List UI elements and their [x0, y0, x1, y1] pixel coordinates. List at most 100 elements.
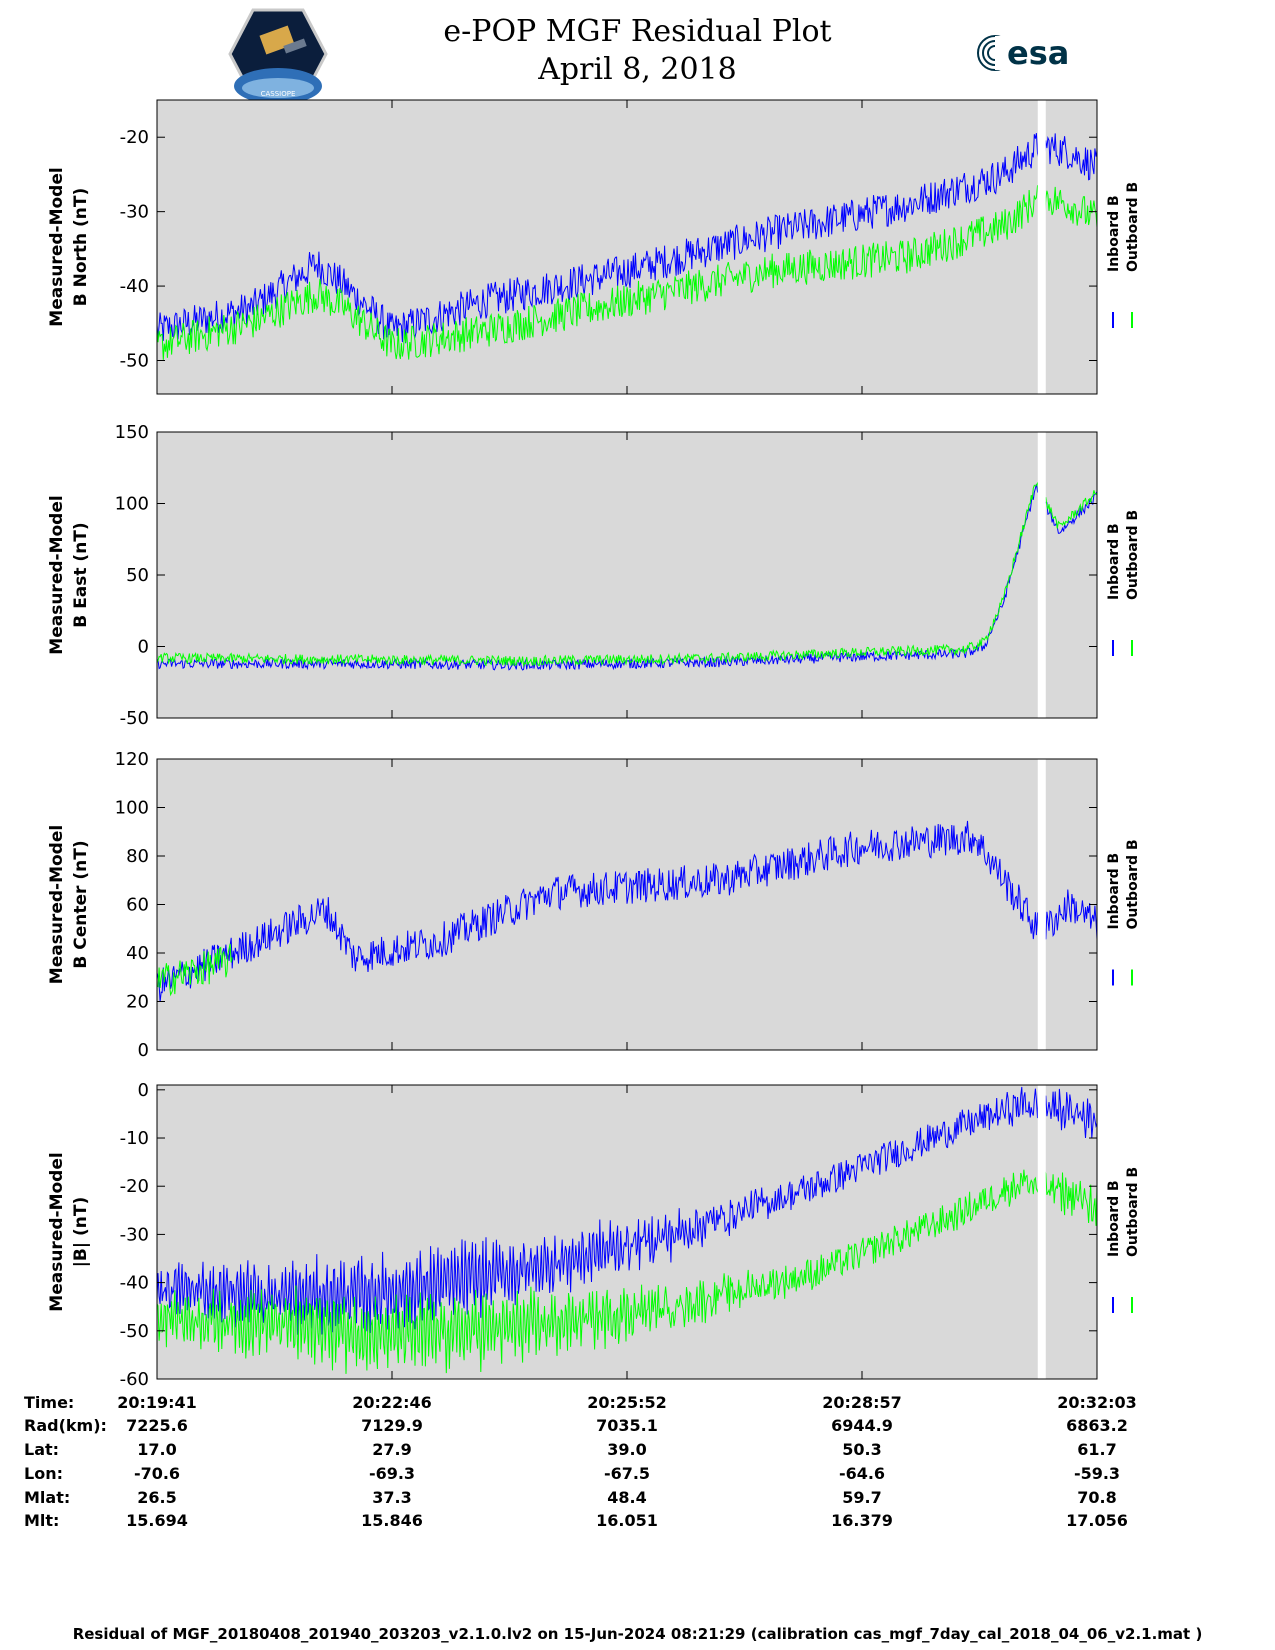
panel-2: -50 0 50 100 150 Measured-Model B East (nT) Inb…	[47, 422, 1141, 729]
y-tick-label: 100	[115, 798, 149, 819]
info-cell: 6863.2	[1066, 1416, 1128, 1435]
info-cell: 26.5	[137, 1488, 177, 1507]
y-tick-label: 0	[138, 1040, 149, 1061]
series-line-outboard	[156, 481, 1098, 668]
info-cell: 50.3	[842, 1440, 882, 1459]
series-line-inboard	[156, 820, 1098, 1003]
info-cell: 16.379	[831, 1511, 893, 1530]
series-line-inboard	[156, 1086, 1098, 1335]
x-tick-time-label: 20:28:57	[822, 1393, 902, 1412]
y-tick-label: -50	[120, 351, 149, 372]
info-cell: -70.6	[133, 1464, 181, 1483]
info-row-label: Mlat:	[24, 1488, 71, 1507]
data-gap-band	[1037, 759, 1046, 1050]
page-title: e-POP MGF Residual Plot	[443, 14, 832, 49]
plot-area	[157, 759, 1097, 1050]
info-cell: 7035.1	[596, 1416, 658, 1435]
info-cell: -67.5	[603, 1464, 651, 1483]
series-line-outboard	[156, 179, 1098, 360]
y-tick-label: -30	[120, 1224, 149, 1245]
legend-outboard-label: Outboard B	[1125, 1167, 1141, 1257]
y-tick-label: -20	[120, 127, 149, 148]
y-tick-label: 0	[138, 1080, 149, 1101]
y-tick-label: 50	[126, 565, 149, 586]
plot-area	[157, 432, 1097, 718]
x-tick-time-label: 20:32:03	[1057, 1393, 1137, 1412]
y-axis-label: Measured-Model	[47, 167, 67, 326]
y-tick-label: -60	[120, 1369, 149, 1390]
info-cell: 27.9	[372, 1440, 412, 1459]
y-tick-label: 100	[115, 494, 149, 515]
y-tick-label: -30	[120, 202, 149, 223]
y-axis-label: B North (nT)	[71, 188, 91, 307]
page-subtitle: April 8, 2018	[538, 52, 737, 87]
info-cell: 17.056	[1066, 1511, 1128, 1530]
data-gap-band	[1037, 1085, 1046, 1379]
logo-badge-text: CASSIOPE	[261, 90, 296, 98]
info-cell: 59.7	[842, 1488, 882, 1507]
info-cell: -64.6	[838, 1464, 886, 1483]
info-cell: 6944.9	[831, 1416, 893, 1435]
legend-inboard-label: Inboard B	[1106, 1180, 1122, 1257]
esa-logo-text: esa	[1007, 34, 1069, 72]
info-cell: 39.0	[607, 1440, 647, 1459]
plot-area	[157, 100, 1097, 394]
footer-caption: Residual of MGF_20180408_201940_203203_v…	[72, 1625, 1203, 1643]
info-cell: 15.694	[126, 1511, 188, 1530]
info-cell: 70.8	[1077, 1488, 1117, 1507]
series-line-outboard	[156, 1169, 1098, 1374]
cassiope-logo: CASSIOPE	[228, 8, 328, 100]
series-line-inboard	[156, 128, 1098, 344]
data-gap-band	[1037, 100, 1046, 394]
x-tick-time-label: 20:25:52	[587, 1393, 667, 1412]
legend-outboard-label: Outboard B	[1125, 182, 1141, 272]
y-tick-label: -10	[120, 1128, 149, 1149]
info-row-label: Mlt:	[24, 1511, 60, 1530]
y-tick-label: 150	[115, 422, 149, 443]
legend-inboard-label: Inboard B	[1106, 195, 1122, 272]
data-gap-band	[1037, 432, 1046, 718]
y-tick-label: 120	[115, 749, 149, 770]
legend-inboard-label: Inboard B	[1106, 853, 1122, 930]
y-axis-label: |B| (nT)	[71, 1197, 91, 1268]
y-tick-label: -20	[120, 1176, 149, 1197]
esa-logo: esa	[977, 34, 1069, 72]
info-row-label: Time:	[24, 1393, 75, 1412]
info-cell: 15.846	[361, 1511, 423, 1530]
legend-inboard-label: Inboard B	[1106, 523, 1122, 600]
info-cell: 7129.9	[361, 1416, 423, 1435]
panel-4: -60 -50 -40 -30 -20 -10 0 Measured-Model |B| (nT…	[47, 1080, 1141, 1390]
info-row-label: Lat:	[24, 1440, 60, 1459]
y-tick-label: 60	[126, 895, 149, 916]
info-row-label: Lon:	[24, 1464, 63, 1483]
y-axis-label: Measured-Model	[47, 1152, 67, 1311]
info-cell: 7225.6	[126, 1416, 188, 1435]
info-cell: 48.4	[607, 1488, 647, 1507]
panel-3: 0 20 40 60 80 100 120 Measured-Model B Center (n…	[47, 749, 1141, 1061]
y-tick-label: -40	[120, 276, 149, 297]
y-tick-label: 0	[138, 637, 149, 658]
legend-outboard-label: Outboard B	[1125, 510, 1141, 600]
y-axis-label: Measured-Model	[47, 495, 67, 654]
y-tick-label: 20	[126, 992, 149, 1013]
y-tick-label: -50	[120, 708, 149, 729]
y-axis-label: Measured-Model	[47, 825, 67, 984]
x-tick-time-label: 20:19:41	[117, 1393, 197, 1412]
y-axis-label: B East (nT)	[71, 522, 91, 627]
y-axis-label: B Center (nT)	[71, 840, 91, 968]
y-tick-label: 80	[126, 846, 149, 867]
series-line-outboard	[156, 943, 233, 997]
info-row-label: Rad(km):	[24, 1416, 107, 1435]
y-tick-label: -50	[120, 1321, 149, 1342]
info-cell: 16.051	[596, 1511, 658, 1530]
info-cell: -59.3	[1073, 1464, 1121, 1483]
panel-1: -50 -40 -30 -20 Measured-Model B North (nT) In…	[47, 99, 1141, 395]
y-tick-label: -40	[120, 1273, 149, 1294]
x-tick-time-label: 20:22:46	[352, 1393, 432, 1412]
legend-outboard-label: Outboard B	[1125, 839, 1141, 929]
y-tick-label: 40	[126, 943, 149, 964]
info-cell: 61.7	[1077, 1440, 1117, 1459]
info-cell: -69.3	[368, 1464, 416, 1483]
